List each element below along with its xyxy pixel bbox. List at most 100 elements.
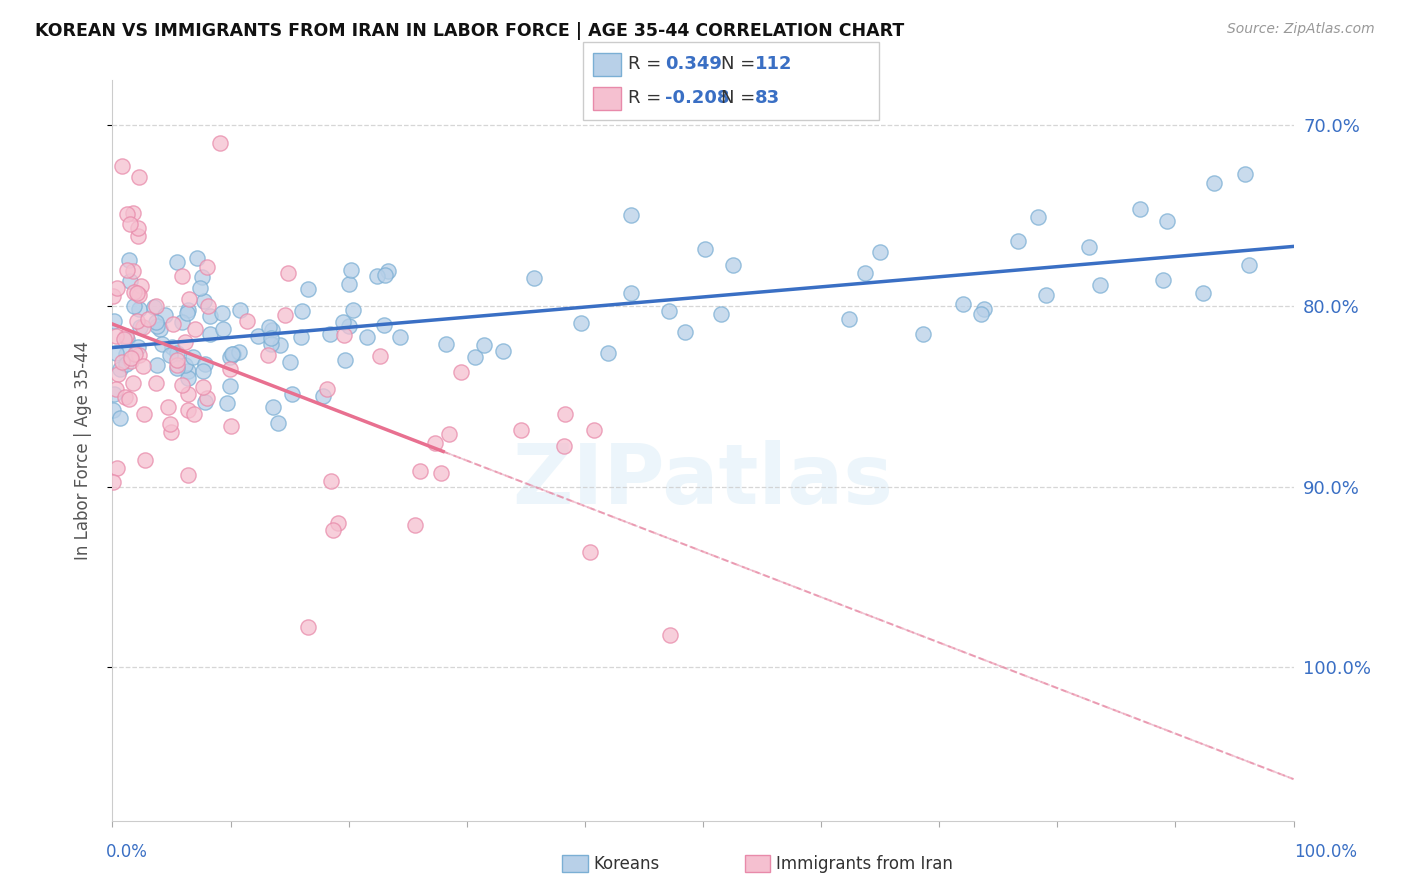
Point <box>103 386 125 401</box>
Point <box>569 316 592 330</box>
Point <box>290 329 312 343</box>
Point <box>128 348 150 362</box>
Point <box>297 282 319 296</box>
Point <box>472 337 495 351</box>
Point <box>176 302 198 317</box>
Point <box>425 435 447 450</box>
Point <box>115 263 138 277</box>
Point <box>911 327 934 342</box>
Point <box>195 260 218 275</box>
Point <box>219 379 242 393</box>
Point <box>274 309 297 323</box>
Point <box>262 400 284 414</box>
Point <box>194 395 217 409</box>
Point <box>260 336 283 351</box>
Point <box>582 424 605 438</box>
Point <box>183 407 205 421</box>
Point <box>128 170 150 185</box>
Point <box>115 207 138 221</box>
Point <box>170 377 193 392</box>
Point <box>145 376 167 390</box>
Point <box>120 218 142 232</box>
Point <box>464 350 486 364</box>
Point <box>191 380 214 394</box>
Point <box>838 312 860 326</box>
Point <box>128 288 150 302</box>
Point <box>1192 285 1215 300</box>
Point <box>118 274 141 288</box>
Point <box>162 317 184 331</box>
Point <box>174 334 197 349</box>
Point <box>280 355 302 369</box>
Text: N =: N = <box>721 55 761 73</box>
Point <box>166 353 188 368</box>
Point <box>404 518 426 533</box>
Point <box>374 268 396 283</box>
Point <box>259 331 281 345</box>
Text: 0.0%: 0.0% <box>105 843 148 861</box>
Point <box>200 327 222 342</box>
Point <box>146 318 169 333</box>
Point <box>1234 167 1257 181</box>
Point <box>184 322 207 336</box>
Text: ZIPatlas: ZIPatlas <box>513 440 893 521</box>
Point <box>111 159 134 173</box>
Point <box>104 382 127 396</box>
Point <box>973 302 995 317</box>
Point <box>160 340 183 354</box>
Point <box>114 390 136 404</box>
Point <box>166 361 188 376</box>
Point <box>115 332 138 346</box>
Point <box>340 263 363 277</box>
Point <box>120 354 142 368</box>
Point <box>952 297 974 311</box>
Point <box>110 362 132 376</box>
Point <box>105 461 128 475</box>
Point <box>115 328 138 343</box>
Point <box>523 271 546 285</box>
Point <box>170 315 193 329</box>
Point <box>160 425 183 440</box>
Point <box>181 350 204 364</box>
Point <box>198 309 221 323</box>
Point <box>450 365 472 379</box>
Point <box>128 301 150 316</box>
Point <box>177 467 200 482</box>
Point <box>337 277 360 291</box>
Point <box>155 308 177 322</box>
Point <box>658 628 681 642</box>
Point <box>437 426 460 441</box>
Point <box>333 353 356 368</box>
Point <box>118 392 141 407</box>
Point <box>377 264 399 278</box>
Point <box>1204 177 1226 191</box>
Point <box>122 300 145 314</box>
Text: 100.0%: 100.0% <box>1294 843 1357 861</box>
Point <box>134 452 156 467</box>
Point <box>389 330 412 344</box>
Point <box>366 269 388 284</box>
Point <box>121 206 143 220</box>
Point <box>373 318 395 332</box>
Point <box>149 322 172 336</box>
Text: 0.349: 0.349 <box>665 55 721 73</box>
Point <box>136 312 159 326</box>
Point <box>120 351 142 366</box>
Point <box>105 329 128 343</box>
Point <box>186 251 208 265</box>
Point <box>159 348 181 362</box>
Point <box>195 392 218 406</box>
Point <box>114 347 136 361</box>
Point <box>124 347 146 361</box>
Point <box>122 285 145 299</box>
Point <box>970 307 993 321</box>
Point <box>1077 240 1099 254</box>
Point <box>170 268 193 283</box>
Text: -0.208: -0.208 <box>665 89 730 107</box>
Point <box>191 364 214 378</box>
Point <box>598 346 620 360</box>
Point <box>321 474 343 488</box>
Point <box>177 371 200 385</box>
Point <box>257 348 280 362</box>
Point <box>122 376 145 390</box>
